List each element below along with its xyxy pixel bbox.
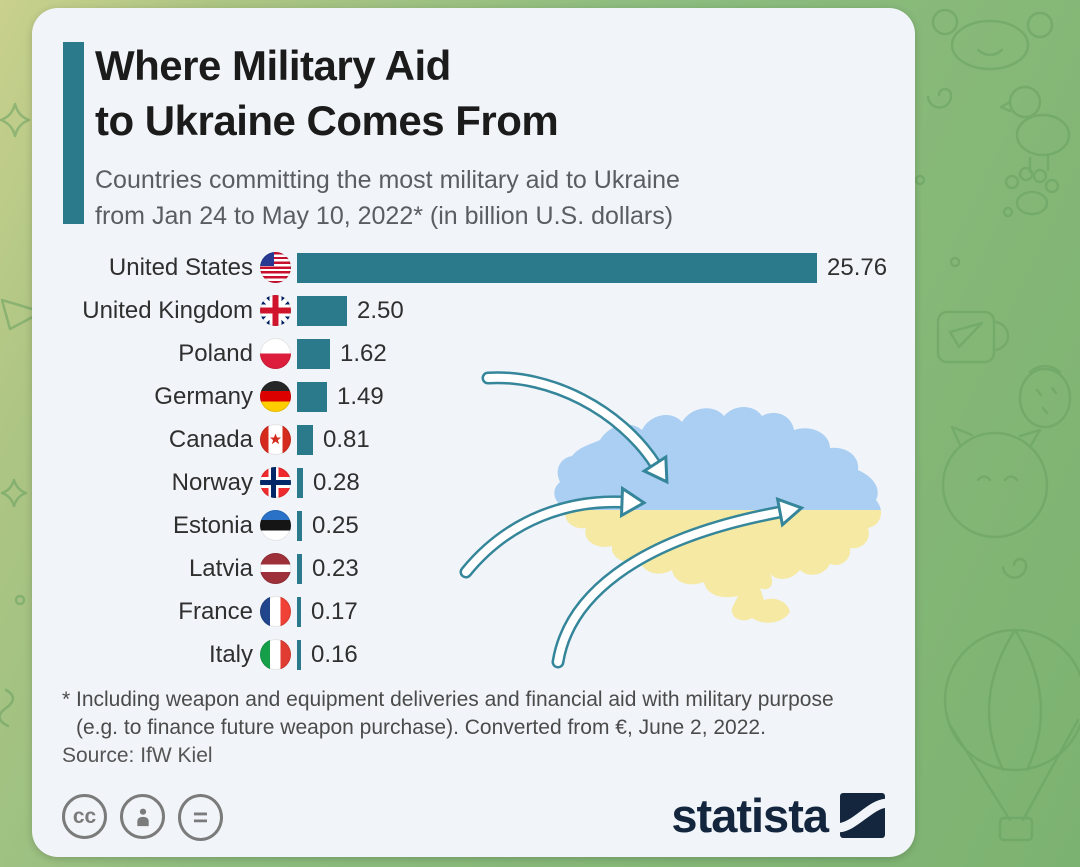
flag-it-icon bbox=[260, 639, 291, 670]
table-row: Canada 0.81 bbox=[32, 418, 915, 461]
value-bar bbox=[297, 424, 313, 455]
value-label: 0.17 bbox=[311, 597, 358, 625]
flag-de-icon bbox=[260, 381, 291, 412]
value-bar bbox=[297, 295, 347, 326]
page-title: Where Military Aid to Ukraine Comes From bbox=[95, 42, 559, 144]
country-label: Poland bbox=[178, 339, 253, 367]
statista-wordmark: statista bbox=[671, 789, 829, 842]
sparkle-doodle-icon bbox=[0, 102, 31, 138]
strawberry-doodle-icon bbox=[1018, 364, 1072, 429]
value-bar bbox=[297, 596, 301, 627]
cat-doodle-icon bbox=[941, 425, 1049, 539]
footnote-line-2: (e.g. to finance future weapon purchase)… bbox=[76, 716, 766, 739]
country-label: United States bbox=[108, 253, 253, 281]
flag-fr-icon bbox=[260, 596, 291, 627]
country-label: Germany bbox=[154, 382, 253, 410]
value-bar bbox=[297, 553, 302, 584]
country-label: United Kingdom bbox=[82, 296, 253, 324]
value-bar bbox=[297, 639, 301, 670]
value-bar bbox=[297, 510, 302, 541]
country-label: Estonia bbox=[172, 511, 253, 539]
table-row: Latvia 0.23 bbox=[32, 547, 915, 590]
footnote-line-1: * Including weapon and equipment deliver… bbox=[62, 688, 834, 711]
flag-us-icon bbox=[260, 252, 291, 283]
ukraine-map-illustration bbox=[459, 371, 882, 669]
value-bar bbox=[297, 467, 303, 498]
table-row: United States 25.76 bbox=[32, 246, 915, 289]
flag-uk-icon bbox=[260, 295, 291, 326]
paw-doodle-icon bbox=[1004, 166, 1060, 216]
table-row: United Kingdom 2.50 bbox=[32, 289, 915, 332]
footnote: * Including weapon and equipment deliver… bbox=[62, 686, 834, 742]
ukraine-map-icon bbox=[554, 407, 882, 623]
value-bar bbox=[297, 338, 330, 369]
table-row: France 0.17 bbox=[32, 590, 915, 633]
paper-plane-doodle-icon bbox=[0, 298, 44, 331]
chart-subtitle: Countries committing the most military a… bbox=[95, 166, 680, 230]
no-derivatives-icon: = bbox=[178, 794, 223, 841]
bar-chart-rows: United States 25.76 United Kingdom 2.50 … bbox=[32, 246, 915, 676]
value-bar bbox=[297, 381, 327, 412]
mug-doodle-icon bbox=[936, 310, 1010, 364]
value-label: 0.16 bbox=[311, 640, 358, 668]
statista-logo-mark-icon bbox=[840, 793, 885, 838]
value-bar bbox=[297, 252, 817, 283]
table-row: Norway 0.28 bbox=[32, 461, 915, 504]
statista-logo: statista bbox=[671, 788, 885, 843]
country-label: Italy bbox=[208, 640, 253, 668]
value-label: 0.23 bbox=[312, 554, 359, 582]
value-label: 25.76 bbox=[827, 253, 888, 281]
flag-no-icon bbox=[260, 467, 291, 498]
flag-ee-icon bbox=[260, 510, 291, 541]
title-accent-bar bbox=[63, 42, 84, 224]
flag-pl-icon bbox=[260, 338, 291, 369]
table-row: Germany 1.49 bbox=[32, 375, 915, 418]
flag-lv-icon bbox=[260, 553, 291, 584]
table-row: Estonia 0.25 bbox=[32, 504, 915, 547]
cc-license-badges: cc = bbox=[62, 794, 223, 841]
table-row: Italy 0.16 bbox=[32, 633, 915, 676]
value-label: 0.25 bbox=[312, 511, 359, 539]
country-label: France bbox=[178, 597, 253, 625]
value-label: 1.49 bbox=[337, 382, 384, 410]
source-label: Source: IfW Kiel bbox=[62, 744, 213, 767]
infographic-card: Where Military Aid to Ukraine Comes From… bbox=[32, 8, 915, 857]
value-label: 2.50 bbox=[357, 296, 404, 324]
aid-arrows-icon bbox=[459, 371, 805, 669]
crab-doodle-icon bbox=[950, 19, 1030, 71]
flag-ca-icon bbox=[260, 424, 291, 455]
value-label: 0.81 bbox=[323, 425, 370, 453]
value-label: 0.28 bbox=[313, 468, 360, 496]
value-label: 1.62 bbox=[340, 339, 387, 367]
balloon-doodle-icon bbox=[943, 628, 1080, 842]
table-row: Poland 1.62 bbox=[32, 332, 915, 375]
country-label: Norway bbox=[171, 468, 253, 496]
chick-doodle-icon bbox=[1008, 85, 1042, 119]
country-label: Canada bbox=[168, 425, 253, 453]
swirl-doodle-icon bbox=[926, 87, 953, 109]
country-label: Latvia bbox=[188, 554, 253, 582]
attribution-person-icon bbox=[120, 794, 165, 839]
cc-icon: cc bbox=[62, 794, 107, 839]
